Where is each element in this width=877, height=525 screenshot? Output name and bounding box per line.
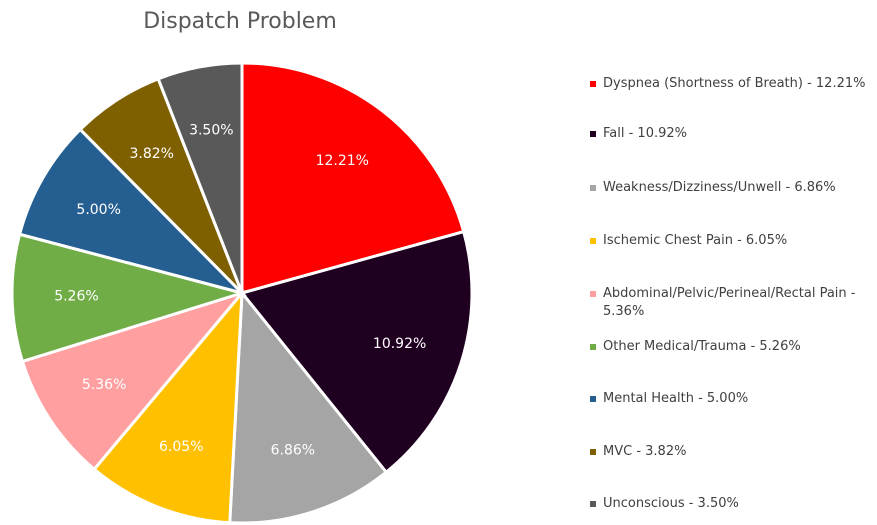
legend-swatch — [590, 238, 596, 244]
legend-swatch — [590, 185, 596, 191]
pie-slice — [10, 232, 248, 364]
slice-label: 12.21% — [316, 153, 369, 169]
legend-label: Weakness/Dizziness/Unwell - 6.86% — [603, 180, 836, 195]
pie-slice — [240, 61, 466, 295]
legend-entry: Weakness/Dizziness/Unwell - 6.86% — [590, 179, 870, 197]
slice-label: 3.82% — [130, 146, 174, 162]
legend-swatch — [590, 396, 596, 402]
pie-slice — [156, 61, 244, 294]
legend-entry: Other Medical/Trauma - 5.26% — [590, 338, 870, 356]
legend-label: Dyspnea (Shortness of Breath) - 12.21% — [603, 76, 866, 91]
legend-swatch — [590, 291, 596, 297]
slice-label: 6.86% — [271, 443, 315, 459]
legend-swatch — [590, 449, 596, 455]
pie-slice — [92, 288, 244, 525]
pie-slice — [20, 290, 247, 472]
legend-swatch — [590, 501, 596, 507]
legend-swatch — [590, 131, 596, 137]
legend-entry: Mental Health - 5.00% — [590, 390, 870, 408]
legend-label: MVC - 3.82% — [603, 444, 687, 459]
legend-entry: Fall - 10.92% — [590, 125, 870, 143]
legend-entry: Dyspnea (Shortness of Breath) - 12.21% — [590, 75, 870, 93]
slice-label: 5.26% — [54, 289, 98, 305]
slice-label: 5.36% — [82, 377, 126, 393]
slice-label: 6.05% — [159, 439, 203, 455]
legend-entry: Abdominal/Pelvic/Perineal/Rectal Pain - … — [590, 285, 870, 321]
legend-entry: Ischemic Chest Pain - 6.05% — [590, 232, 870, 250]
chart-title: Dispatch Problem — [143, 9, 337, 34]
slice-label: 3.50% — [189, 122, 233, 138]
legend-label: Abdominal/Pelvic/Perineal/Rectal Pain - … — [603, 286, 856, 319]
pie-slice — [228, 289, 389, 525]
legend-swatch — [590, 344, 596, 350]
pie-slice — [17, 127, 247, 296]
slice-label: 5.00% — [76, 202, 120, 218]
legend-swatch — [590, 81, 596, 87]
legend-label: Ischemic Chest Pain - 6.05% — [603, 233, 788, 248]
legend-label: Other Medical/Trauma - 5.26% — [603, 339, 801, 354]
legend-label: Mental Health - 5.00% — [603, 391, 749, 406]
pie-slice — [239, 229, 474, 475]
legend-entry: MVC - 3.82% — [590, 443, 870, 461]
slice-label: 10.92% — [373, 336, 426, 352]
legend-label: Unconscious - 3.50% — [603, 496, 739, 511]
legend-label: Fall - 10.92% — [603, 126, 687, 141]
legend-entry: Unconscious - 3.50% — [590, 495, 870, 513]
